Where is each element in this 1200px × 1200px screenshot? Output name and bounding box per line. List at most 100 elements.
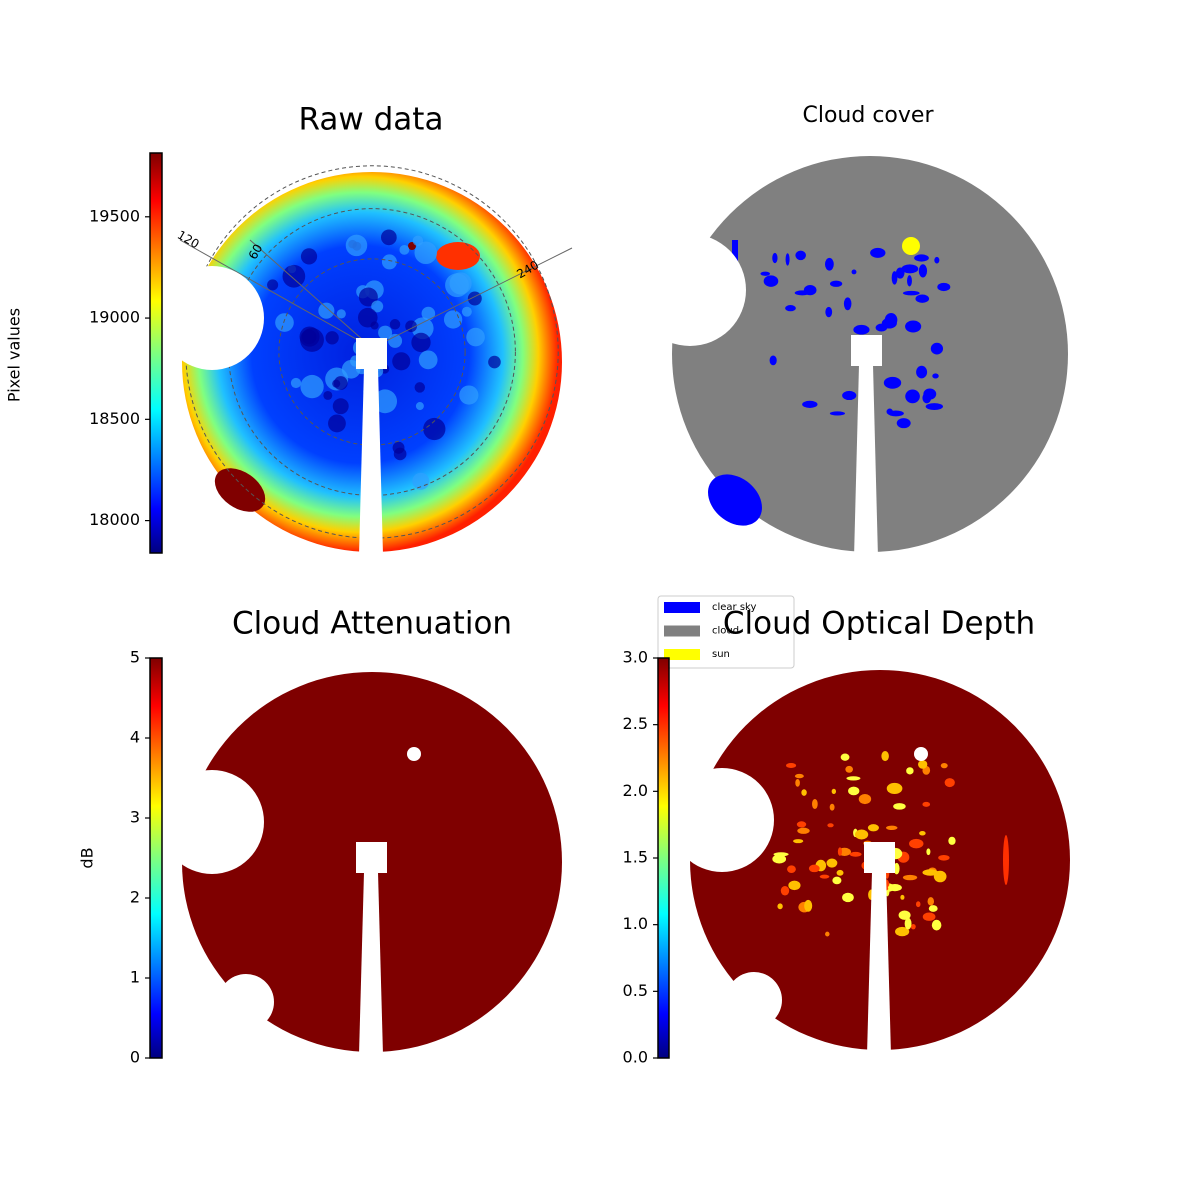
depth-patch xyxy=(773,852,789,857)
colorbar-label: dB xyxy=(78,847,97,868)
clear-sky-patch xyxy=(905,320,922,333)
clear-sky-patch xyxy=(795,250,806,261)
sky-image xyxy=(634,156,1068,558)
clear-sky-patch xyxy=(901,264,919,274)
depth-patch xyxy=(840,753,850,761)
colorbar-tick-label: 1 xyxy=(130,968,140,987)
colorbar-tick-label: 4 xyxy=(130,728,140,747)
texture xyxy=(414,241,438,265)
depth-patch xyxy=(910,923,916,930)
colorbar-tick-label: 19000 xyxy=(89,308,140,327)
depth-patch xyxy=(787,865,796,873)
clear-sky-patch xyxy=(884,313,898,327)
depth-patch xyxy=(854,829,869,840)
colorbar-tick-label: 2.5 xyxy=(623,714,648,733)
depth-patch xyxy=(793,839,804,844)
depth-patch xyxy=(848,786,860,796)
clear-sky-patch xyxy=(802,400,818,408)
depth-patch xyxy=(928,905,938,912)
depth-patch xyxy=(922,869,939,876)
clear-sky-patch xyxy=(760,271,771,276)
depth-patch xyxy=(797,827,810,834)
depth-patch xyxy=(849,851,862,857)
colorbar-tick-label: 18000 xyxy=(89,510,140,529)
arm-mask xyxy=(359,872,383,1055)
clear-sky-patch xyxy=(825,306,833,318)
texture xyxy=(423,417,446,441)
texture xyxy=(371,300,384,313)
colorbar xyxy=(657,657,670,1059)
depth-patch xyxy=(900,894,905,900)
depth-patch xyxy=(829,803,835,811)
texture xyxy=(459,385,479,405)
depth-patch xyxy=(915,901,921,908)
colorbar-tick-label: 5 xyxy=(130,648,140,667)
depth-patch xyxy=(1003,835,1009,885)
texture xyxy=(392,352,411,371)
texture xyxy=(381,254,397,270)
texture xyxy=(392,441,405,454)
texture xyxy=(421,306,436,321)
clear-sky-patch xyxy=(829,280,843,287)
depth-patch xyxy=(788,880,801,891)
texture xyxy=(325,331,339,345)
depth-patch xyxy=(919,830,926,836)
clear-sky-patch xyxy=(916,365,928,379)
depth-patch xyxy=(931,919,942,931)
depth-patch xyxy=(825,931,830,937)
depth-patch xyxy=(832,876,842,885)
depth-patch xyxy=(845,765,853,773)
depth-patch xyxy=(893,803,906,810)
texture xyxy=(267,279,279,291)
depth-patch xyxy=(887,884,902,892)
panel-title: Cloud Optical Depth xyxy=(723,606,1035,642)
depth-patch xyxy=(826,858,838,868)
depth-patch xyxy=(898,910,911,920)
depth-patch xyxy=(812,798,818,810)
clear-sky-patch xyxy=(930,342,944,355)
depth-patch xyxy=(902,874,918,881)
depth-patch xyxy=(906,767,914,775)
depth-patch xyxy=(881,751,889,762)
clear-sky-patch xyxy=(885,379,898,385)
clear-sky-patch xyxy=(824,257,834,271)
depth-patch xyxy=(858,793,872,805)
panel-title: Cloud cover xyxy=(803,103,935,128)
azimuth-line xyxy=(371,247,573,349)
colorbar-tick-label: 2.0 xyxy=(623,781,648,800)
clear-sky-patch xyxy=(803,284,817,296)
clear-sky-patch xyxy=(932,373,939,379)
texture xyxy=(300,248,318,265)
colorbar-tick-label: 19500 xyxy=(89,206,140,225)
texture xyxy=(466,327,485,347)
horizon-mask xyxy=(634,234,746,346)
arm-mask xyxy=(359,368,383,555)
depth-patch xyxy=(940,762,948,769)
depth-patch xyxy=(918,760,928,769)
depth-patch xyxy=(808,864,820,873)
texture xyxy=(414,382,426,393)
depth-patch xyxy=(837,847,843,856)
texture xyxy=(275,313,294,332)
hot-patch xyxy=(214,468,266,512)
texture xyxy=(345,234,368,257)
depth-patch xyxy=(893,862,900,875)
depth-patch xyxy=(922,912,936,921)
texture xyxy=(323,390,333,400)
azimuth-label: 120 xyxy=(175,228,202,252)
camera-mask xyxy=(356,338,387,369)
texture xyxy=(443,310,463,329)
horizon-mask xyxy=(160,770,264,874)
colorbar-label: Pixel values xyxy=(5,308,24,402)
texture xyxy=(378,325,393,340)
depth-patch xyxy=(836,869,844,876)
depth-patch xyxy=(846,776,861,781)
texture xyxy=(399,244,410,255)
clear-sky-patch xyxy=(785,305,796,312)
clear-sky-patch xyxy=(853,324,870,335)
texture xyxy=(388,333,403,348)
colorbar-tick-label: 1.0 xyxy=(623,914,648,933)
texture xyxy=(380,229,397,246)
clear-sky-patch xyxy=(851,269,857,275)
